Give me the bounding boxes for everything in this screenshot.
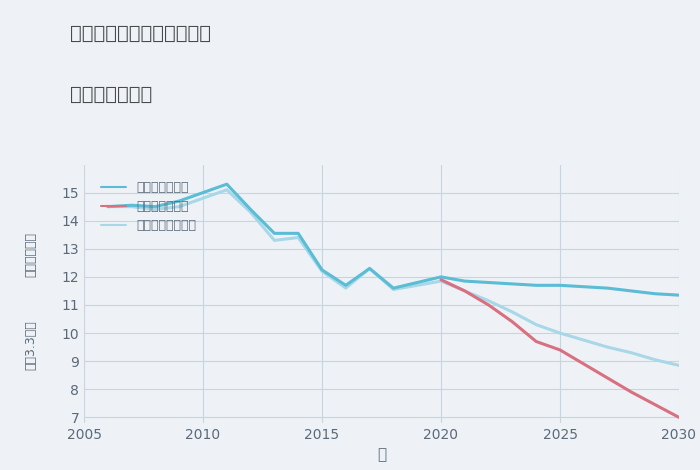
ノーマルシナリオ bbox=[603, 345, 612, 350]
グッドシナリオ bbox=[508, 281, 517, 287]
ノーマルシナリオ bbox=[580, 337, 588, 343]
グッドシナリオ bbox=[175, 198, 183, 204]
グッドシナリオ bbox=[437, 274, 445, 280]
グッドシナリオ bbox=[580, 284, 588, 290]
グッドシナリオ bbox=[675, 292, 683, 298]
ノーマルシナリオ bbox=[127, 204, 136, 210]
ノーマルシナリオ bbox=[413, 282, 421, 288]
ノーマルシナリオ bbox=[223, 187, 231, 193]
バッドシナリオ bbox=[532, 339, 540, 345]
ノーマルシナリオ bbox=[437, 278, 445, 284]
バッドシナリオ bbox=[437, 277, 445, 282]
バッドシナリオ bbox=[675, 415, 683, 420]
Text: 土地の価格推移: 土地の価格推移 bbox=[70, 85, 153, 103]
グッドシナリオ bbox=[627, 288, 636, 294]
ノーマルシナリオ bbox=[484, 298, 493, 304]
グッドシナリオ bbox=[318, 267, 326, 273]
ノーマルシナリオ bbox=[151, 207, 160, 212]
バッドシナリオ bbox=[580, 361, 588, 367]
グッドシナリオ bbox=[104, 204, 112, 210]
グッドシナリオ bbox=[199, 190, 207, 196]
ノーマルシナリオ bbox=[627, 350, 636, 356]
バッドシナリオ bbox=[627, 389, 636, 395]
ノーマルシナリオ bbox=[532, 322, 540, 328]
グッドシナリオ bbox=[532, 282, 540, 288]
グッドシナリオ bbox=[270, 230, 279, 236]
Text: 福岡県八女市黒木町木屋の: 福岡県八女市黒木町木屋の bbox=[70, 24, 211, 42]
ノーマルシナリオ bbox=[556, 330, 564, 336]
グッドシナリオ bbox=[365, 266, 374, 271]
ノーマルシナリオ bbox=[461, 288, 469, 294]
グッドシナリオ bbox=[461, 278, 469, 284]
グッドシナリオ bbox=[151, 204, 160, 210]
グッドシナリオ bbox=[223, 181, 231, 187]
グッドシナリオ bbox=[342, 282, 350, 288]
ノーマルシナリオ bbox=[246, 210, 255, 215]
バッドシナリオ bbox=[556, 347, 564, 353]
バッドシナリオ bbox=[484, 302, 493, 308]
Text: 坪（3.3㎡）: 坪（3.3㎡） bbox=[24, 321, 37, 370]
ノーマルシナリオ bbox=[389, 287, 398, 292]
ノーマルシナリオ bbox=[508, 309, 517, 315]
ノーマルシナリオ bbox=[651, 357, 659, 362]
バッドシナリオ bbox=[603, 375, 612, 381]
バッドシナリオ bbox=[461, 288, 469, 294]
ノーマルシナリオ bbox=[270, 237, 279, 243]
グッドシナリオ bbox=[389, 285, 398, 291]
グッドシナリオ bbox=[603, 285, 612, 291]
X-axis label: 年: 年 bbox=[377, 447, 386, 462]
Text: 単価（万円）: 単価（万円） bbox=[24, 233, 37, 277]
ノーマルシナリオ bbox=[365, 266, 374, 271]
グッドシナリオ bbox=[413, 280, 421, 285]
ノーマルシナリオ bbox=[175, 204, 183, 210]
グッドシナリオ bbox=[127, 203, 136, 208]
Line: グッドシナリオ: グッドシナリオ bbox=[108, 184, 679, 295]
グッドシナリオ bbox=[651, 291, 659, 297]
グッドシナリオ bbox=[246, 207, 255, 212]
Line: ノーマルシナリオ: ノーマルシナリオ bbox=[108, 190, 679, 365]
ノーマルシナリオ bbox=[104, 204, 112, 210]
ノーマルシナリオ bbox=[294, 235, 302, 240]
ノーマルシナリオ bbox=[318, 268, 326, 274]
ノーマルシナリオ bbox=[675, 362, 683, 368]
グッドシナリオ bbox=[484, 280, 493, 285]
ノーマルシナリオ bbox=[199, 196, 207, 201]
グッドシナリオ bbox=[294, 230, 302, 236]
Legend: グッドシナリオ, バッドシナリオ, ノーマルシナリオ: グッドシナリオ, バッドシナリオ, ノーマルシナリオ bbox=[96, 176, 201, 237]
Line: バッドシナリオ: バッドシナリオ bbox=[441, 280, 679, 417]
バッドシナリオ bbox=[508, 319, 517, 325]
バッドシナリオ bbox=[651, 402, 659, 407]
ノーマルシナリオ bbox=[342, 285, 350, 291]
グッドシナリオ bbox=[556, 282, 564, 288]
